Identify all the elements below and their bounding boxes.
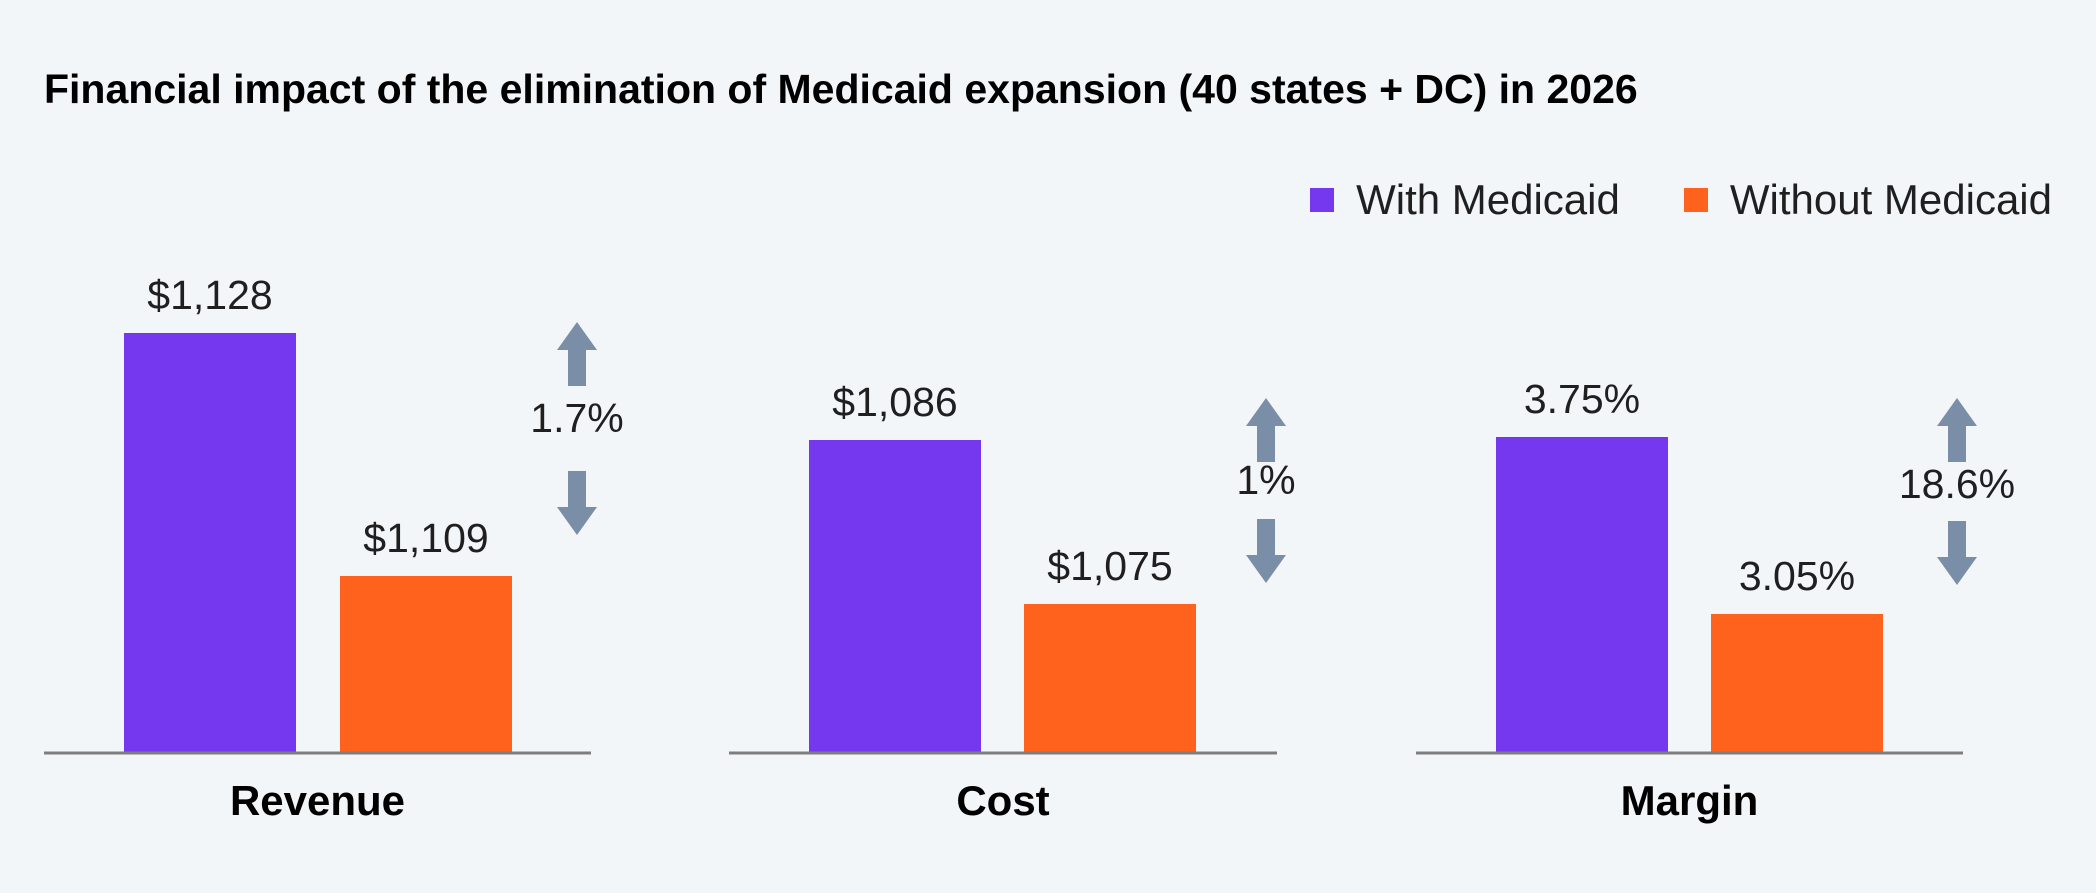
chart-panel-cost: $1,086 $1,075 Cost 1% bbox=[729, 379, 1296, 824]
legend-item-without-medicaid: Without Medicaid bbox=[1683, 176, 2052, 224]
legend: With Medicaid Without Medicaid bbox=[1246, 176, 2052, 224]
data-label-margin-without: 3.05% bbox=[1739, 553, 1855, 599]
bar-revenue-with bbox=[124, 333, 296, 753]
bar-revenue-without bbox=[340, 576, 512, 753]
legend-swatch-with-medicaid bbox=[1310, 188, 1335, 212]
up-arrow-icon bbox=[1246, 398, 1286, 462]
data-label-revenue-without: $1,109 bbox=[363, 515, 488, 561]
change-label-revenue: 1.7% bbox=[530, 395, 623, 441]
category-label-cost: Cost bbox=[956, 777, 1049, 824]
up-arrow-icon bbox=[557, 322, 597, 386]
data-label-cost-without: $1,075 bbox=[1047, 543, 1172, 589]
legend-label-without-medicaid: Without Medicaid bbox=[1729, 176, 2052, 223]
legend-label-with-medicaid: With Medicaid bbox=[1356, 176, 1620, 223]
down-arrow-icon bbox=[557, 471, 597, 535]
chart-panel-margin: 3.75% 3.05% Margin 18.6% bbox=[1416, 376, 2015, 824]
change-label-margin: 18.6% bbox=[1899, 461, 2015, 507]
chart-panel-revenue: $1,128 $1,109 Revenue 1.7% bbox=[44, 272, 624, 824]
chart-title: Financial impact of the elimination of M… bbox=[44, 66, 1638, 112]
category-label-margin: Margin bbox=[1621, 777, 1759, 824]
up-arrow-icon bbox=[1937, 398, 1977, 462]
data-label-cost-with: $1,086 bbox=[832, 379, 957, 425]
down-arrow-icon bbox=[1246, 519, 1286, 583]
bar-margin-without bbox=[1711, 614, 1883, 753]
bar-margin-with bbox=[1496, 437, 1668, 753]
data-label-revenue-with: $1,128 bbox=[147, 272, 272, 318]
legend-swatch-without-medicaid bbox=[1683, 188, 1708, 212]
change-label-cost: 1% bbox=[1236, 457, 1295, 503]
bar-cost-with bbox=[809, 440, 981, 753]
data-label-margin-with: 3.75% bbox=[1524, 376, 1640, 422]
down-arrow-icon bbox=[1937, 521, 1977, 585]
category-label-revenue: Revenue bbox=[230, 777, 405, 824]
legend-item-with-medicaid: With Medicaid bbox=[1310, 176, 1620, 224]
bar-cost-without bbox=[1024, 604, 1196, 753]
